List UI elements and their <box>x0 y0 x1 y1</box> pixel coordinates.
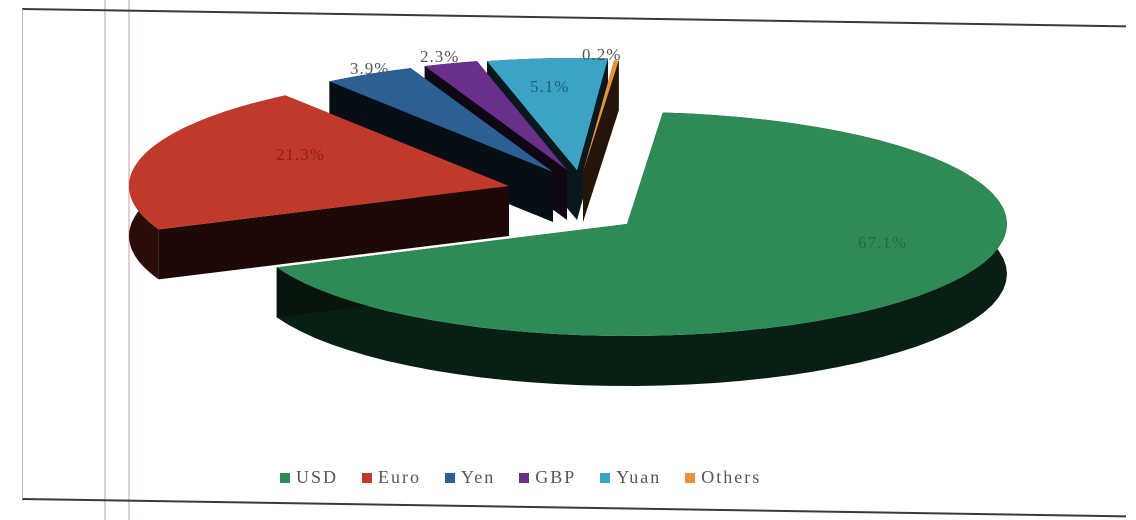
legend-swatch-gbp <box>519 472 530 483</box>
data-label-usd: 67.1% <box>858 233 907 252</box>
legend-label-yuan: Yuan <box>616 467 662 487</box>
legend-swatch-yen <box>445 472 456 483</box>
legend-item-gbp: GBP <box>519 467 576 488</box>
data-label-yuan: 5.1% <box>530 77 569 96</box>
data-label-others: 0.2% <box>582 45 621 64</box>
pie-slice-yuan <box>487 58 608 170</box>
legend-label-others: Others <box>701 467 762 487</box>
legend-swatch-others <box>685 472 696 483</box>
legend-item-yen: Yen <box>445 467 495 488</box>
pie-slice-yen <box>329 68 553 172</box>
pie-labels: 67.1% 21.3% 3.9% 2.3% 5.1% 0.2% <box>276 45 907 252</box>
chart-legend: USD Euro Yen GBP Yuan Others <box>280 467 761 488</box>
pie-slice-gbp <box>424 61 567 171</box>
legend-swatch-euro <box>362 472 373 483</box>
data-label-yen: 3.9% <box>350 59 389 78</box>
pie-slice-others <box>583 60 619 172</box>
legend-label-euro: Euro <box>378 467 422 487</box>
legend-label-yen: Yen <box>461 467 496 487</box>
pie-tops <box>129 58 1007 336</box>
pie-slice-euro <box>129 95 509 230</box>
legend-swatch-usd <box>280 472 290 483</box>
legend-item-euro: Euro <box>362 467 421 488</box>
legend-swatch-yuan <box>600 472 611 483</box>
legend-label-usd: USD <box>296 467 339 487</box>
pie-slice-usd <box>276 112 1007 336</box>
legend-item-yuan: Yuan <box>600 467 661 488</box>
data-label-gbp: 2.3% <box>420 47 459 66</box>
pie-slice-cut-euro-0 <box>158 186 509 280</box>
data-label-euro: 21.3% <box>276 145 325 164</box>
legend-label-gbp: GBP <box>535 467 577 487</box>
legend-item-usd: USD <box>280 467 338 488</box>
legend-item-others: Others <box>685 467 761 488</box>
scan-artifact-line <box>104 0 106 520</box>
scan-artifact-line <box>128 0 130 520</box>
pie-slice-cut-others-1 <box>583 60 619 223</box>
